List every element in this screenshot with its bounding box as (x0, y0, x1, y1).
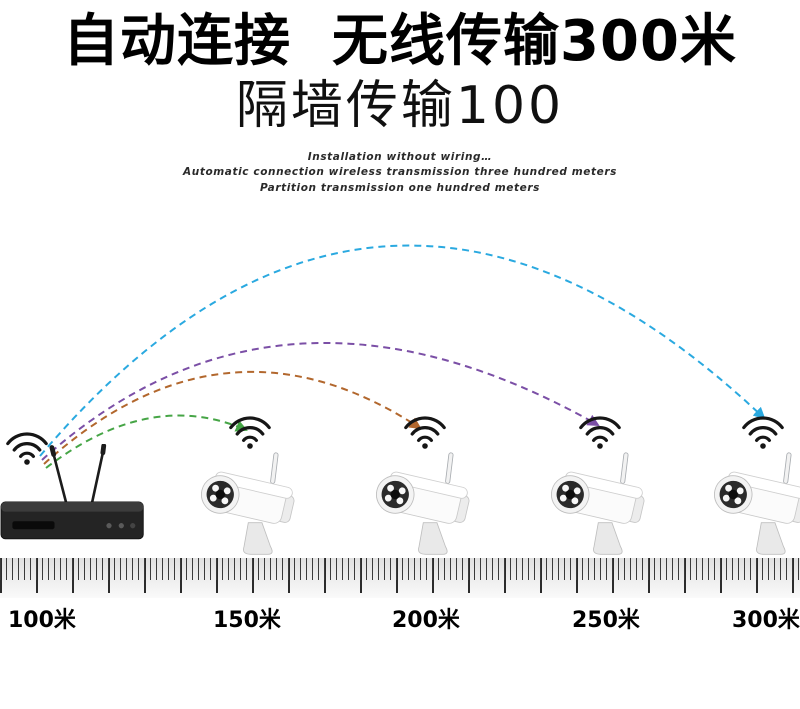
wifi-icon (738, 410, 788, 450)
english-subtitle-line-2: Automatic connection wireless transmissi… (183, 166, 617, 179)
signal-arc-200m (43, 370, 422, 465)
signal-arc-300m (39, 244, 766, 457)
wifi-icon (575, 410, 625, 450)
english-subtitle-line-1: Installation without wiring… (307, 150, 493, 163)
distance-label-200m: 200米 (392, 608, 460, 633)
english-subtitle: Installation without wiring… Automatic c… (0, 150, 800, 197)
distance-label-300m: 300米 (732, 608, 800, 633)
distance-labels: 100米 150米 200米 250米 300米 (0, 602, 800, 634)
camera-150m (190, 410, 310, 562)
camera-200m (365, 410, 485, 562)
signal-arc-250m (41, 341, 600, 461)
signal-arc-150m (45, 414, 248, 469)
wireless-nvr (0, 444, 148, 545)
wifi-icon (400, 410, 450, 450)
transmission-diagram: 100米 150米 200米 250米 300米 (0, 240, 800, 709)
title-block: 自动连接 无线传输300米 隔墙传输100 Installation witho… (0, 0, 800, 197)
bullet-camera-icon (365, 451, 485, 562)
camera-250m (540, 410, 660, 562)
bullet-camera-icon (703, 451, 800, 562)
wifi-icon (225, 410, 275, 450)
english-subtitle-line-3: Partition transmission one hundred meter… (260, 182, 540, 195)
nvr-icon (0, 444, 148, 545)
main-title: 自动连接 无线传输300米 (63, 9, 737, 74)
sub-title: 隔墙传输100 (235, 76, 565, 137)
signal-arcs (39, 244, 766, 469)
distance-label-150m: 150米 (213, 608, 281, 633)
distance-label-100m: 100米 (8, 608, 76, 633)
camera-300m (703, 410, 800, 562)
distance-label-250m: 250米 (572, 608, 640, 633)
bullet-camera-icon (190, 451, 310, 562)
distance-ruler (0, 558, 800, 598)
bullet-camera-icon (540, 451, 660, 562)
